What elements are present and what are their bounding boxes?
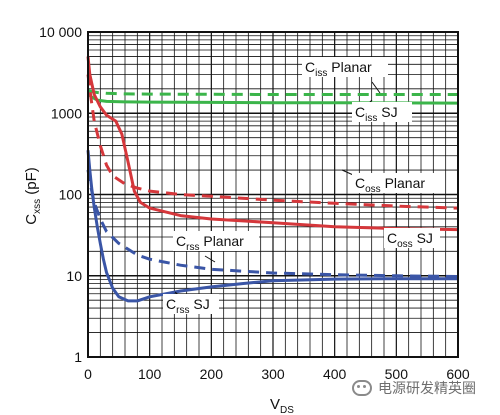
x-tick-label: 600 [446,366,470,382]
y-axis-label: Cxss (pF) [23,167,43,225]
label-background [384,228,440,248]
series-line-2 [86,74,459,210]
plot-border [87,31,459,358]
y-tick-label: 10 000 [39,24,82,40]
label-background [173,231,259,251]
x-tick-label: 200 [200,366,224,382]
x-axis-label: VDS [270,396,294,415]
y-tick-label: 10 [66,268,82,284]
chat-bubble-icon [352,380,372,396]
label-leader [371,81,381,94]
y-tick-label: 1 [74,349,82,365]
series-line-4 [86,169,459,278]
x-tick-label: 300 [261,366,285,382]
series-line-5 [86,150,458,303]
label-leader [204,255,216,263]
series-label: Crss Planar [176,233,244,253]
label-background [352,102,412,122]
tick-labels: 0 100 200 300 400 500 600 1 10 100 1000 10 000 [39,24,470,382]
x-tick-label: 400 [323,366,347,382]
series-labels: Ciss Planar Ciss SJ Coss Planar Coss SJ Crss… [163,57,440,316]
y-tick-label: 1000 [51,105,82,121]
label-background [302,57,388,77]
plot-frame [87,31,459,358]
x-tick-label: 100 [138,366,162,382]
label-background [163,294,219,314]
series-line-3 [86,56,459,232]
label-background [352,173,438,193]
series-label: Crss SJ [166,296,210,316]
y-tick-label: 100 [59,187,83,203]
series-label: Coss Planar [355,175,425,195]
watermark-text: 电源研发精英圈 [378,381,476,397]
series-line-0 [87,89,458,96]
grid [88,32,458,357]
watermark: 电源研发精英圈 [352,378,476,398]
x-tick-label: 500 [385,366,409,382]
series-label: Ciss Planar [305,59,372,79]
series-label: Ciss SJ [355,104,398,124]
series-label: Coss SJ [387,230,433,250]
x-tick-label: 0 [84,366,92,382]
